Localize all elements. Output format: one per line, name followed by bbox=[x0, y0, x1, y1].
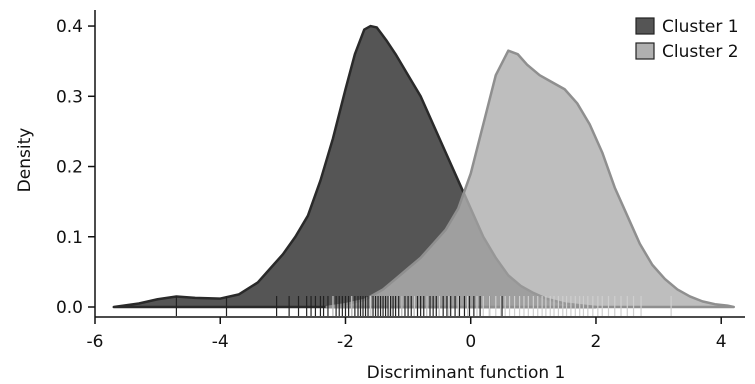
x-tick-label: -6 bbox=[87, 332, 104, 352]
y-tick-label: 0.1 bbox=[56, 228, 83, 248]
rug-marks bbox=[175, 296, 672, 316]
legend-label-1: Cluster 1 bbox=[662, 17, 739, 37]
x-tick-label: 4 bbox=[716, 332, 727, 352]
x-tick-label: 0 bbox=[465, 332, 476, 352]
legend-label-2: Cluster 2 bbox=[662, 42, 739, 62]
y-ticks: 0.0 0.1 0.2 0.3 0.4 bbox=[56, 17, 95, 318]
y-tick-label: 0.4 bbox=[56, 17, 83, 37]
y-tick-label: 0.0 bbox=[56, 298, 83, 318]
legend-swatch-2 bbox=[635, 42, 655, 60]
density-areas bbox=[112, 24, 735, 309]
legend: Cluster 1 Cluster 2 bbox=[635, 17, 739, 62]
y-tick-label: 0.2 bbox=[56, 158, 83, 178]
x-axis-label: Discriminant function 1 bbox=[367, 363, 566, 383]
x-ticks: -6 -4 -2 0 2 4 bbox=[87, 317, 727, 352]
x-tick-label: -2 bbox=[337, 332, 354, 352]
x-tick-label: 2 bbox=[591, 332, 602, 352]
legend-swatch-1 bbox=[635, 17, 655, 35]
y-axis-label: Density bbox=[15, 128, 35, 193]
y-tick-label: 0.3 bbox=[56, 87, 83, 107]
x-tick-label: -4 bbox=[212, 332, 229, 352]
axes bbox=[94, 10, 745, 318]
density-area-2 bbox=[325, 49, 735, 309]
